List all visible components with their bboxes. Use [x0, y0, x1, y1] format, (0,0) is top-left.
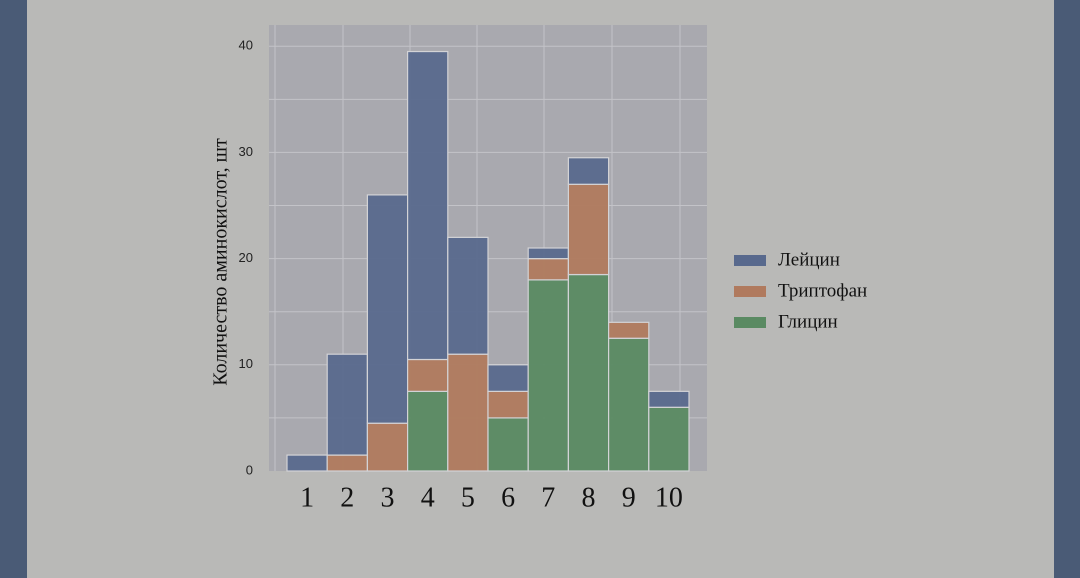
- legend-label: Глицин: [778, 311, 838, 332]
- bar-segment-Глицин: [527, 279, 570, 472]
- bar-segment-Триптофан: [527, 258, 570, 281]
- bar-segment-Триптофан: [607, 321, 650, 339]
- bar-segment-Глицин: [567, 273, 610, 472]
- legend-swatch: [734, 286, 766, 297]
- bar-segment-Лейцин: [326, 353, 369, 456]
- bar-segment-Триптофан: [407, 358, 449, 392]
- x-tick-label: 9: [622, 482, 636, 513]
- bar-segment-Лейцин: [648, 390, 690, 408]
- bar-segment-Лейцин: [366, 194, 409, 424]
- bar-segment-Глицин: [648, 406, 690, 472]
- y-axis-label: Количество аминокислот, шт: [210, 138, 232, 386]
- y-axis-ticks: 0 10 20 30 40: [239, 38, 253, 478]
- legend-label: Лейцин: [778, 249, 840, 270]
- bar-segment-Лейцин: [487, 364, 529, 392]
- x-tick-label: 10: [655, 482, 683, 513]
- legend-swatch: [734, 317, 766, 328]
- bar-segment-Лейцин: [567, 157, 610, 185]
- y-tick-label: 0: [246, 462, 253, 477]
- x-tick-label: 2: [340, 482, 354, 513]
- x-tick-label: 5: [461, 482, 475, 513]
- bar-segment-Триптофан: [487, 390, 529, 419]
- bar-segment-Лейцин: [447, 236, 489, 355]
- x-tick-label: 4: [421, 482, 435, 513]
- y-tick-label: 40: [239, 38, 253, 53]
- x-axis-ticks: 1 2 3 4 5 6 7 8 9 10: [300, 482, 683, 513]
- y-tick-label: 10: [239, 356, 253, 371]
- bar-segment-Глицин: [487, 417, 529, 472]
- x-tick-label: 6: [501, 482, 515, 513]
- y-tick-label: 20: [239, 250, 253, 265]
- bar-segment-Лейцин: [407, 50, 449, 361]
- x-tick-label: 8: [582, 482, 596, 513]
- bar-segment-Триптофан: [447, 353, 489, 472]
- bar-segment-Триптофан: [366, 422, 409, 472]
- bar-segment-Глицин: [407, 390, 449, 472]
- y-tick-label: 30: [239, 144, 253, 159]
- legend: Лейцин Триптофан Глицин: [734, 249, 867, 332]
- bar-segment-Лейцин: [527, 247, 570, 260]
- x-tick-label: 1: [300, 482, 314, 513]
- bars-group: [286, 50, 690, 472]
- bar-segment-Лейцин: [286, 454, 328, 472]
- x-tick-label: 7: [541, 482, 555, 513]
- legend-swatch: [734, 255, 766, 266]
- legend-label: Триптофан: [778, 280, 867, 301]
- bar-segment-Глицин: [607, 337, 650, 472]
- x-tick-label: 3: [381, 482, 395, 513]
- bar-segment-Триптофан: [567, 183, 610, 276]
- bar-segment-Триптофан: [326, 454, 369, 472]
